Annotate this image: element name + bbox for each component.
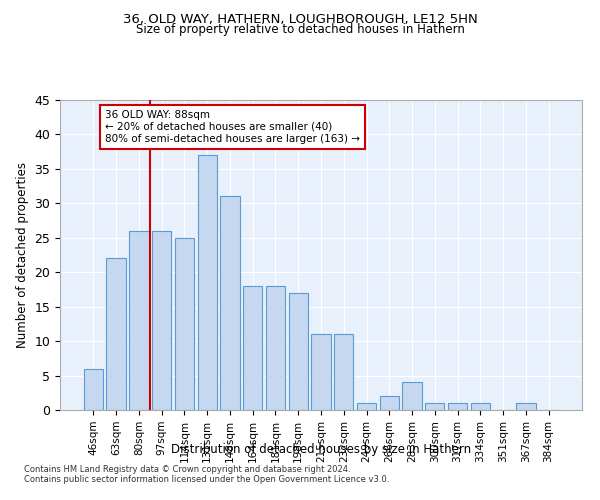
Bar [470, 403, 490, 410]
Bar [357, 403, 376, 410]
Bar [152, 231, 172, 410]
Text: Contains HM Land Registry data © Crown copyright and database right 2024.: Contains HM Land Registry data © Crown c… [24, 466, 350, 474]
Text: Contains public sector information licensed under the Open Government Licence v3: Contains public sector information licen… [24, 476, 389, 484]
Bar [243, 286, 262, 410]
Bar [380, 396, 399, 410]
Bar [175, 238, 194, 410]
Text: Size of property relative to detached houses in Hathern: Size of property relative to detached ho… [136, 22, 464, 36]
Text: 36, OLD WAY, HATHERN, LOUGHBOROUGH, LE12 5HN: 36, OLD WAY, HATHERN, LOUGHBOROUGH, LE12… [122, 12, 478, 26]
Bar [311, 334, 331, 410]
Bar [266, 286, 285, 410]
Bar [448, 403, 467, 410]
Text: Distribution of detached houses by size in Hathern: Distribution of detached houses by size … [171, 442, 471, 456]
Bar [84, 368, 103, 410]
Bar [334, 334, 353, 410]
Bar [106, 258, 126, 410]
Bar [220, 196, 239, 410]
Bar [129, 231, 149, 410]
Text: 36 OLD WAY: 88sqm
← 20% of detached houses are smaller (40)
80% of semi-detached: 36 OLD WAY: 88sqm ← 20% of detached hous… [105, 110, 360, 144]
Bar [516, 403, 536, 410]
Bar [425, 403, 445, 410]
Y-axis label: Number of detached properties: Number of detached properties [16, 162, 29, 348]
Bar [197, 155, 217, 410]
Bar [403, 382, 422, 410]
Bar [289, 293, 308, 410]
